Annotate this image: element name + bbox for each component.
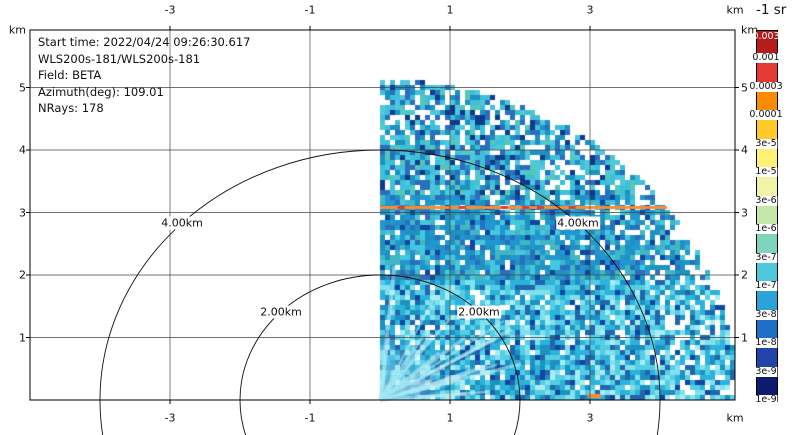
y-tick-label-right: 3	[741, 206, 748, 219]
plot-border	[29, 29, 736, 401]
colorbar-segment	[757, 31, 777, 60]
colorbar-tick-label: 3e-6	[754, 194, 778, 206]
y-tick-label-right: 4	[741, 143, 748, 157]
colorbar-tick-label: 0.0003	[748, 80, 784, 92]
y-tick-label-left: 5	[19, 81, 26, 94]
colorbar-segment	[757, 344, 777, 373]
x-tick-label-top: 3	[586, 3, 594, 17]
colorbar-segment	[757, 201, 777, 231]
colorbar-tick-label: 0.0001	[748, 109, 784, 121]
x-tick-label-top: 1	[446, 3, 454, 17]
colorbar-tick-label: 1e-8	[754, 337, 778, 349]
y-axis-unit-right: km	[741, 23, 759, 37]
y-tick-label-left: 2	[19, 268, 26, 282]
y-tick-label-right: 5	[741, 81, 748, 94]
colorbar-segment	[757, 116, 777, 145]
colorbar-tick-label: 3e-5	[754, 137, 778, 149]
colorbar-tick-label: 0.001	[751, 52, 781, 64]
x-tick-label-top: -3	[164, 3, 176, 17]
y-tick-label-left: 1	[19, 331, 26, 344]
colorbar-segment	[757, 144, 777, 174]
x-axis-unit-bottom: km	[726, 411, 744, 425]
colorbar-tick-label: 3e-7	[754, 251, 778, 263]
colorbar-tick-label: 0.003	[752, 31, 780, 42]
x-tick-label-bottom: 3	[586, 411, 594, 425]
colorbar-segment	[757, 59, 777, 88]
info-start-time: Start time: 2022/04/24 09:26:30.617	[38, 35, 251, 49]
scan-info-box: Start time: 2022/04/24 09:26:30.617 WLS2…	[38, 34, 250, 117]
x-tick-label-bottom: -3	[164, 411, 176, 425]
colorbar-segment	[757, 315, 777, 345]
colorbar-tick-label: 3e-9	[754, 365, 778, 377]
colorbar-tick-label: 1e-9	[754, 394, 778, 405]
y-tick-label-right: 2	[741, 268, 748, 282]
x-axis-unit-top: km	[726, 3, 744, 17]
colorbar-tick-label: 1e-6	[754, 223, 778, 235]
info-instrument: WLS200s-181/WLS200s-181	[38, 51, 201, 66]
colorbar-segment	[757, 372, 777, 402]
colorbar-segment	[757, 287, 777, 316]
colorbar-segment	[757, 230, 777, 259]
x-tick-label-bottom: -1	[304, 411, 316, 425]
range-ring	[99, 149, 661, 435]
colorbar-tick-label: 1e-7	[754, 280, 778, 292]
info-nrays: NRays: 178	[38, 101, 104, 115]
x-tick-label-bottom: 1	[446, 411, 454, 425]
y-tick-label-left: 3	[19, 206, 26, 219]
y-tick-label-left: 4	[19, 143, 26, 157]
info-field: Field: BETA	[38, 68, 102, 82]
colorbar-tick-label: 1e-5	[754, 166, 778, 178]
colorbar-segment	[757, 173, 777, 202]
range-ring-label: 4.00km	[556, 216, 600, 230]
colorbar-units-label: -1 sr	[756, 2, 787, 18]
range-ring	[239, 274, 521, 435]
colorbar-segment	[757, 87, 777, 117]
range-ring-label: 2.00km	[259, 305, 303, 319]
y-axis-unit-left: km	[8, 23, 26, 37]
info-azimuth: Azimuth(deg): 109.01	[38, 84, 164, 99]
x-tick-label-top: -1	[304, 3, 316, 17]
y-tick-label-right: 1	[741, 331, 748, 344]
colorbar-segment	[757, 258, 777, 288]
range-ring-label: 2.00km	[457, 305, 501, 319]
colorbar-tick-label: 3e-8	[754, 308, 778, 320]
range-ring-label: 4.00km	[160, 216, 204, 230]
